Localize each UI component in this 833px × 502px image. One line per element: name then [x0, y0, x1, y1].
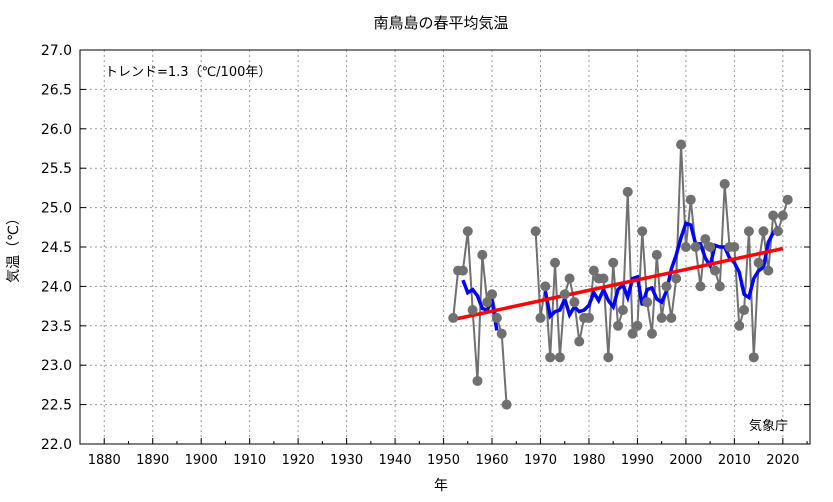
- annual-data-point: [729, 242, 740, 252]
- annual-data-point: [705, 242, 716, 252]
- x-tick-label: 1970: [524, 453, 557, 468]
- annual-data-point: [768, 210, 779, 221]
- annual-data-point: [613, 320, 624, 331]
- running-mean-line: [543, 221, 780, 320]
- annual-data-point: [753, 257, 764, 268]
- annual-data-point: [583, 312, 594, 323]
- annual-data-point: [676, 139, 687, 150]
- annual-data-point: [690, 242, 701, 252]
- y-tick-label: 24.5: [41, 240, 72, 256]
- x-axis-label: 年: [434, 478, 448, 494]
- annual-data-point: [763, 265, 774, 276]
- x-tick-label: 1900: [185, 453, 218, 468]
- annual-data-point: [646, 328, 657, 339]
- annual-data-point: [545, 352, 556, 363]
- annual-data-point: [487, 289, 498, 300]
- annual-data-point: [709, 265, 720, 276]
- annual-data-point: [743, 226, 754, 237]
- annual-data-point: [666, 312, 677, 323]
- x-tick-label: 1890: [136, 453, 169, 468]
- y-tick-label: 22.0: [41, 437, 72, 453]
- credit-label: 気象庁: [749, 418, 788, 434]
- annual-data-point: [714, 281, 725, 292]
- y-axis-label: 気温（℃）: [6, 211, 22, 283]
- annual-data-point: [540, 281, 551, 292]
- annual-data-point: [622, 186, 633, 197]
- plot-frame: [79, 49, 811, 445]
- annual-data-point: [739, 305, 750, 316]
- annual-data-point: [569, 297, 580, 308]
- x-tick-label: 2020: [766, 453, 799, 468]
- annual-data-point: [564, 273, 575, 284]
- x-tick-label: 1930: [330, 453, 363, 468]
- annual-data-point: [501, 399, 512, 410]
- annual-data-point: [651, 249, 662, 260]
- annual-data-point: [632, 320, 643, 331]
- x-tick-label: 2010: [718, 453, 751, 468]
- trend-annotation: トレンド=1.3（℃/100年）: [105, 65, 271, 80]
- annual-data-point: [748, 352, 759, 363]
- annual-data-point: [627, 328, 638, 339]
- annual-data-point: [559, 289, 570, 300]
- annual-data-point: [467, 305, 478, 316]
- y-tick-label: 27.0: [41, 43, 72, 59]
- annual-data-point: [777, 210, 788, 221]
- annual-data-point: [603, 352, 614, 363]
- annual-data-point: [617, 305, 628, 316]
- y-tick-label: 25.0: [41, 201, 72, 217]
- trend-line: [452, 246, 784, 322]
- annual-data-point: [685, 194, 696, 205]
- y-tick-label: 23.0: [41, 358, 72, 374]
- x-tick-label: 1990: [621, 453, 654, 468]
- annual-data-point: [642, 297, 653, 308]
- annual-data-point: [734, 320, 745, 331]
- annual-data-point: [550, 257, 561, 268]
- y-tick-label: 23.5: [41, 319, 72, 335]
- x-tick-label: 1920: [282, 453, 315, 468]
- annual-data-point: [661, 281, 672, 292]
- y-tick-label: 24.0: [41, 279, 72, 295]
- x-tick-label: 1950: [427, 453, 460, 468]
- y-tick-label: 25.5: [41, 161, 72, 177]
- annual-data-point: [448, 312, 459, 323]
- annual-data-point: [608, 257, 619, 268]
- annual-data-point: [700, 234, 711, 245]
- annual-data-point: [457, 265, 468, 276]
- annual-data-point: [637, 226, 648, 237]
- chart-title: 南鳥島の春平均気温: [373, 14, 508, 32]
- annual-data-point: [773, 226, 784, 237]
- annual-data-point: [671, 273, 682, 284]
- x-tick-label: 1960: [475, 453, 508, 468]
- annual-data-point: [782, 194, 793, 205]
- annual-data-point: [496, 328, 507, 339]
- annual-data-point: [719, 178, 730, 189]
- x-tick-label: 1880: [88, 453, 121, 468]
- annual-data-point: [695, 281, 706, 292]
- y-tick-label: 22.5: [41, 398, 72, 414]
- annual-data-point: [482, 297, 493, 308]
- annual-data-point: [472, 375, 483, 386]
- annual-data-point: [530, 226, 541, 237]
- y-tick-label: 26.0: [41, 122, 72, 138]
- x-tick-label: 1940: [379, 453, 412, 468]
- annual-data-point: [588, 265, 599, 276]
- annual-data-point: [554, 352, 565, 363]
- x-tick-label: 2000: [669, 453, 702, 468]
- annual-data-point: [758, 226, 769, 237]
- annual-data-point: [574, 336, 585, 347]
- annual-data-point: [535, 312, 546, 323]
- annual-data-point: [462, 226, 473, 237]
- x-tick-label: 1910: [233, 453, 266, 468]
- annual-data-point: [477, 249, 488, 260]
- x-tick-label: 1980: [572, 453, 605, 468]
- annual-data-point: [656, 312, 667, 323]
- annual-data-point: [598, 273, 609, 284]
- y-tick-label: 26.5: [41, 82, 72, 98]
- annual-data-point: [491, 312, 502, 323]
- annual-data-point: [680, 242, 691, 252]
